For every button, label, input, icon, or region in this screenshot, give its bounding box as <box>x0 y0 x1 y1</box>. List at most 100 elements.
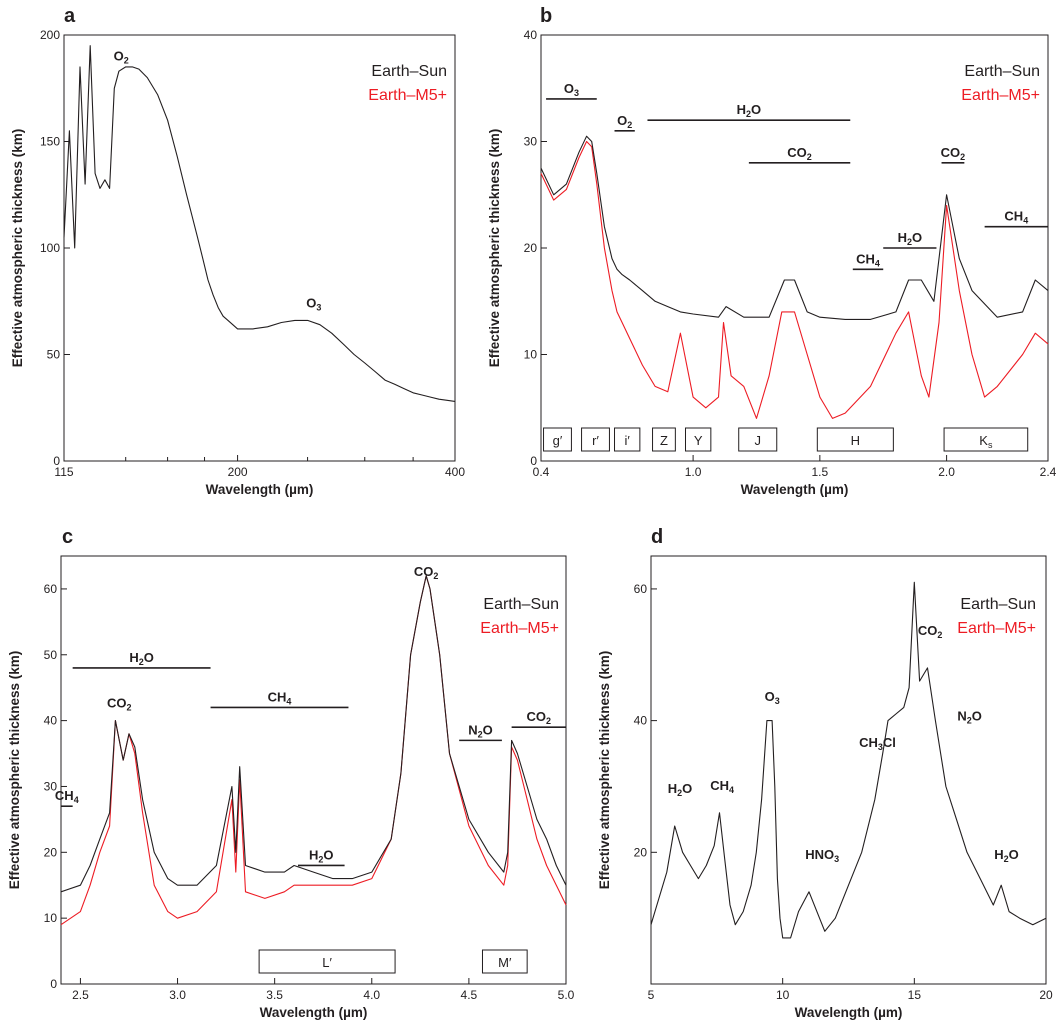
x-axis-title: Wavelength (µm) <box>206 482 314 497</box>
molecule-label: CO2 <box>107 695 132 712</box>
filter-band-label: Y <box>694 433 703 448</box>
filter-band-label: i′ <box>625 433 631 448</box>
series-line-earth-m5 <box>60 575 567 926</box>
x-tick-label: 3.0 <box>169 988 186 1002</box>
x-tick-label: 2.0 <box>938 465 955 479</box>
y-tick-label: 10 <box>44 911 58 925</box>
y-tick-label: 0 <box>530 454 537 468</box>
series-line-earth-sun <box>540 135 1049 320</box>
legend-entry-earth-m5: Earth–M5+ <box>961 87 1040 104</box>
y-tick-label: 30 <box>44 779 58 793</box>
filter-band-label: J <box>754 433 761 448</box>
legend-entry-earth-m5: Earth–M5+ <box>957 620 1036 637</box>
y-tick-label: 50 <box>47 348 61 362</box>
x-tick-label: 2.4 <box>1040 465 1057 479</box>
y-tick-label: 100 <box>40 241 60 255</box>
molecule-band-label: H2O <box>898 230 923 247</box>
x-tick-label: 1.0 <box>685 465 702 479</box>
series-line-earth-sun <box>60 575 567 893</box>
molecule-label: CH4 <box>710 778 734 795</box>
molecule-band-label: CO2 <box>787 145 812 162</box>
y-axis-title: Effective atmospheric thickness (km) <box>597 651 612 890</box>
molecule-band-label: CH4 <box>1004 209 1028 226</box>
filter-band-label: g′ <box>553 433 563 448</box>
y-tick-label: 150 <box>40 135 60 149</box>
filter-band-box <box>614 427 641 452</box>
legend-entry-earth-sun: Earth–Sun <box>964 63 1040 80</box>
panel-c: 2.5 3.0 3.5 4.0 4.5 5.0 0 10 20 30 40 50 60 Wavelengt… <box>7 526 575 1020</box>
x-tick-label: 5 <box>648 988 655 1002</box>
molecule-band-label: N2O <box>468 722 493 739</box>
y-tick-label: 0 <box>50 977 57 991</box>
plot-frame <box>650 555 1047 985</box>
molecule-label: CO2 <box>918 623 943 640</box>
filter-band-label: H <box>851 433 860 448</box>
molecule-label: H2O <box>668 781 693 798</box>
filter-band-box <box>684 427 712 452</box>
x-tick-label: 1.5 <box>812 465 829 479</box>
molecule-band-label: CO2 <box>941 145 966 162</box>
filter-band-box <box>581 427 610 452</box>
x-tick-label: 5.0 <box>558 988 575 1002</box>
panel-letter: d <box>651 526 663 548</box>
x-tick-label: 4.5 <box>461 988 478 1002</box>
y-axis-title: Effective atmospheric thickness (km) <box>7 651 22 890</box>
panel-letter: b <box>540 5 552 27</box>
panel-b: 0.4 1.0 1.5 2.0 2.4 0 10 20 30 40 Wavelength (µm) E… <box>487 5 1057 497</box>
x-tick-label: 115 <box>54 465 73 479</box>
series-line-earth-m5 <box>540 140 1049 419</box>
y-tick-label: 60 <box>634 582 648 596</box>
x-axis-title: Wavelength (µm) <box>741 482 849 497</box>
y-axis-title: Effective atmospheric thickness (km) <box>487 129 502 368</box>
filter-band-box <box>816 427 894 452</box>
y-tick-label: 200 <box>40 28 60 42</box>
molecule-label: N2O <box>957 709 982 726</box>
y-tick-label: 50 <box>44 648 58 662</box>
x-tick-label: 3.5 <box>266 988 283 1002</box>
legend-entry-earth-sun: Earth–Sun <box>483 596 559 613</box>
molecule-band-label: CO2 <box>527 709 552 726</box>
legend-entry-earth-m5: Earth–M5+ <box>480 620 559 637</box>
y-tick-label: 30 <box>524 135 538 149</box>
x-tick-label: 15 <box>908 988 922 1002</box>
legend-entry-earth-sun: Earth–Sun <box>960 596 1036 613</box>
x-tick-label: 20 <box>1039 988 1053 1002</box>
molecule-band-label: CH4 <box>268 689 292 706</box>
y-tick-label: 20 <box>44 845 58 859</box>
filter-band-box <box>943 427 1029 452</box>
y-tick-label: 40 <box>634 714 648 728</box>
y-tick-label: 40 <box>524 28 538 42</box>
filter-band-label: r′ <box>592 433 599 448</box>
molecule-band-label: H2O <box>309 847 334 864</box>
y-tick-label: 10 <box>524 348 538 362</box>
series-line-earth-sun <box>650 581 1047 939</box>
filter-band-box <box>652 427 676 452</box>
legend-entry-earth-sun: Earth–Sun <box>371 63 447 80</box>
y-tick-label: 20 <box>524 241 538 255</box>
molecule-label: O3 <box>765 689 780 706</box>
panel-letter: a <box>64 5 76 27</box>
y-axis-title: Effective atmospheric thickness (km) <box>10 129 25 368</box>
plot-frame <box>60 555 567 985</box>
filter-band-box <box>258 949 396 974</box>
molecule-label: HNO3 <box>805 847 839 864</box>
x-axis-title: Wavelength (µm) <box>260 1005 368 1020</box>
panel-a: 115 200 400 0 50 100 150 200 Wavelength (µm) Effe… <box>10 5 465 497</box>
panel-d: 5 10 15 20 20 40 60 Wavelength (µm) Effective at… <box>597 526 1053 1020</box>
molecule-band-label: O2 <box>617 113 632 130</box>
molecule-label: CO2 <box>414 564 439 581</box>
molecule-label: H2O <box>994 847 1019 864</box>
filter-band-label: Z <box>660 433 668 448</box>
filter-band-label: M′ <box>498 955 512 970</box>
molecule-band-label: H2O <box>129 650 154 667</box>
molecule-band-label: O3 <box>564 81 579 98</box>
y-tick-label: 60 <box>44 582 58 596</box>
x-tick-label: 400 <box>445 465 465 479</box>
series-line-earth-sun <box>63 45 456 402</box>
x-axis-title: Wavelength (µm) <box>795 1005 903 1020</box>
molecule-label: CH3Cl <box>859 735 896 752</box>
x-tick-label: 200 <box>228 465 248 479</box>
x-tick-label: 4.0 <box>363 988 380 1002</box>
x-tick-label: 10 <box>776 988 790 1002</box>
molecule-label: O2 <box>114 49 129 66</box>
